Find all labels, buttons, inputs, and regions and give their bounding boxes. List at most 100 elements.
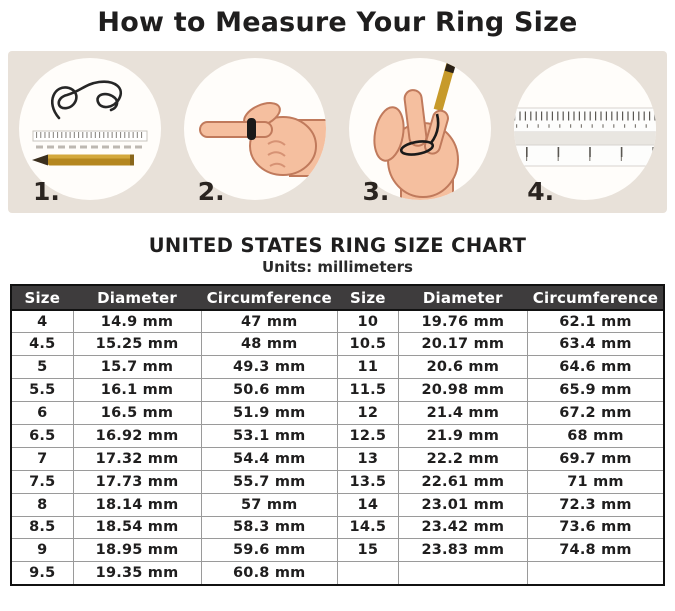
cell [336,561,399,586]
step-4-number: 4. [527,177,555,206]
cell: 21.9 mm [397,423,528,448]
string-ruler-pencil-icon [32,80,148,166]
step-1-circle [19,58,162,200]
cell: 17.32 mm [72,446,202,471]
cell: 23.01 mm [397,492,528,517]
cell: 53.1 mm [200,423,338,448]
cell: 17.73 mm [72,469,202,494]
cell: 19.76 mm [397,309,528,334]
cell: 12.5 [336,423,399,448]
cell: 21.4 mm [397,401,528,425]
step-1-number: 1. [33,177,60,206]
cell: 57 mm [200,492,338,517]
cell: 51.9 mm [200,401,338,425]
ruler-icon [513,107,656,167]
step-1: 1. [8,51,173,213]
cell: 18.14 mm [72,492,202,517]
table-row: 4.5 15.25 mm 48 mm 10.5 20.17 mm 63.4 mm [10,332,665,357]
cell: 68 mm [526,423,665,448]
page-title: How to Measure Your Ring Size [97,7,578,38]
cell: 74.8 mm [526,538,665,563]
cell: 18.95 mm [72,538,202,563]
cell: 8.5 [10,515,74,540]
cell: 16.5 mm [72,401,202,425]
step-3-number: 3. [362,177,390,206]
steps-illustration-band: 1. 2. [8,51,667,213]
cell: 20.6 mm [397,355,528,380]
cell: 16.92 mm [72,423,202,448]
chart-heading: UNITED STATES RING SIZE CHART [148,234,527,257]
cell: 6.5 [10,423,74,448]
chart-units: Units: millimeters [262,258,413,276]
table-row: 4 14.9 mm 47 mm 10 19.76 mm 62.1 mm [10,309,665,334]
cell: 15 [336,538,399,563]
cell: 14.5 [336,515,399,540]
cell: 50.6 mm [200,378,338,403]
table-row: 5.5 16.1 mm 50.6 mm 11.5 20.98 mm 65.9 mm [10,378,665,403]
table-row: 7.5 17.73 mm 55.7 mm 13.5 22.61 mm 71 mm [10,469,665,494]
cell: 22.61 mm [397,469,528,494]
cell: 6 [10,401,74,425]
column-header-circumference-2: Circumference [526,284,665,311]
cell: 13.5 [336,469,399,494]
table-row: 8.5 18.54 mm 58.3 mm 14.5 23.42 mm 73.6 mm [10,515,665,540]
header-row: Size Diameter Circumference Size Diamete… [10,284,665,311]
cell: 48 mm [200,332,338,357]
cell: 59.6 mm [200,538,338,563]
cell: 19.35 mm [72,561,202,586]
cell: 73.6 mm [526,515,665,540]
cell: 63.4 mm [526,332,665,357]
cell: 67.2 mm [526,401,665,425]
cell: 60.8 mm [200,561,338,586]
ring-size-table: Size Diameter Circumference Size Diamete… [10,284,665,586]
cell: 5.5 [10,378,74,403]
step-2-circle [184,58,327,200]
table-row: 8 18.14 mm 57 mm 14 23.01 mm 72.3 mm [10,492,665,517]
cell [526,561,665,586]
cell: 64.6 mm [526,355,665,380]
cell: 4.5 [10,332,74,357]
column-header-circumference: Circumference [200,284,338,311]
cell: 62.1 mm [526,309,665,334]
cell: 14 [336,492,399,517]
cell: 72.3 mm [526,492,665,517]
cell: 71 mm [526,469,665,494]
step-4-circle [513,58,656,200]
cell: 12 [336,401,399,425]
cell: 20.17 mm [397,332,528,357]
cell: 18.54 mm [72,515,202,540]
cell: 8 [10,492,74,517]
hand-string-pencil-icon [373,58,459,200]
cell: 23.83 mm [397,538,528,563]
cell [397,561,528,586]
cell: 4 [10,309,74,334]
cell: 11.5 [336,378,399,403]
cell: 7.5 [10,469,74,494]
cell: 15.25 mm [72,332,202,357]
step-2-number: 2. [197,177,225,206]
cell: 7 [10,446,74,471]
step-3: 3. [338,51,503,213]
table-row: 6.5 16.92 mm 53.1 mm 12.5 21.9 mm 68 mm [10,423,665,448]
ring-size-table-header: Size Diameter Circumference Size Diamete… [10,284,665,311]
cell: 55.7 mm [200,469,338,494]
cell: 9.5 [10,561,74,586]
cell: 16.1 mm [72,378,202,403]
step-2: 2. [173,51,338,213]
cell: 5 [10,355,74,380]
column-header-diameter-2: Diameter [397,284,528,311]
cell: 13 [336,446,399,471]
table-row: 7 17.32 mm 54.4 mm 13 22.2 mm 69.7 mm [10,446,665,471]
cell: 49.3 mm [200,355,338,380]
cell: 14.9 mm [72,309,202,334]
cell: 20.98 mm [397,378,528,403]
cell: 47 mm [200,309,338,334]
ring-size-table-body: 4 14.9 mm 47 mm 10 19.76 mm 62.1 mm 4.5 15.25 m… [10,309,665,586]
column-header-size: Size [10,284,74,311]
column-header-size-2: Size [336,284,399,311]
cell: 54.4 mm [200,446,338,471]
step-4: 4. [502,51,667,213]
cell: 11 [336,355,399,380]
table-row: 6 16.5 mm 51.9 mm 12 21.4 mm 67.2 mm [10,401,665,425]
table-row: 9.5 19.35 mm 60.8 mm [10,561,665,586]
